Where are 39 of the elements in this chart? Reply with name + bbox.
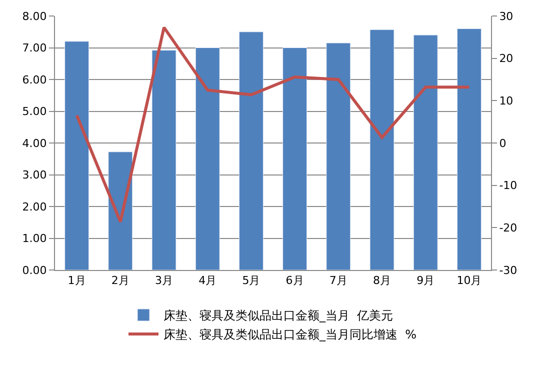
bar: [326, 42, 351, 270]
y-tick-label: 6.00: [22, 73, 47, 86]
y-tick-label: 8.00: [22, 10, 47, 23]
bar: [195, 48, 220, 270]
bar: [456, 28, 482, 270]
y-tick-label: 2.00: [22, 200, 47, 214]
x-tick-label: 10月: [456, 274, 482, 288]
y2-tick-label: 20: [499, 52, 514, 66]
y2-tick-label: -20: [499, 222, 518, 235]
y-tick-label: 5.00: [22, 105, 47, 118]
y-tick-label: 1.00: [22, 232, 47, 246]
x-tick-label: 4月: [198, 274, 217, 288]
x-tick-label: 3月: [155, 274, 173, 288]
x-tick-label: 9月: [416, 274, 435, 288]
x-tick-label: 8月: [373, 274, 391, 288]
y-tick-label: 4.00: [22, 136, 47, 150]
bar: [413, 34, 438, 270]
bar: [152, 50, 176, 270]
y2-tick-label: 30: [499, 10, 514, 23]
legend-label: 床垫、寝具及类似品出口金额_当月 亿美元: [164, 308, 394, 323]
y2-tick-label: 10: [499, 94, 514, 108]
y2-tick-label: 0: [499, 136, 506, 150]
y-tick-label: 0.00: [22, 264, 47, 277]
legend-label: 床垫、寝具及类似品出口金额_当月同比增速 %: [164, 328, 417, 342]
line-series: [75, 26, 471, 224]
x-tick-label: 2月: [111, 274, 130, 288]
y2-tick-label: -30: [499, 264, 518, 277]
bar: [108, 152, 133, 270]
bar: [370, 29, 394, 270]
bar: [238, 32, 264, 270]
x-tick-label: 1月: [68, 274, 86, 288]
x-tick-label: 5月: [242, 274, 260, 288]
x-tick-label: 6月: [286, 274, 304, 288]
y-tick-label: 3.00: [22, 168, 47, 182]
bar: [64, 41, 90, 270]
x-tick-label: 7月: [329, 274, 348, 288]
y2-tick-label: -10: [499, 179, 518, 192]
y-tick-label: 7.00: [22, 42, 47, 55]
bar: [282, 48, 308, 270]
